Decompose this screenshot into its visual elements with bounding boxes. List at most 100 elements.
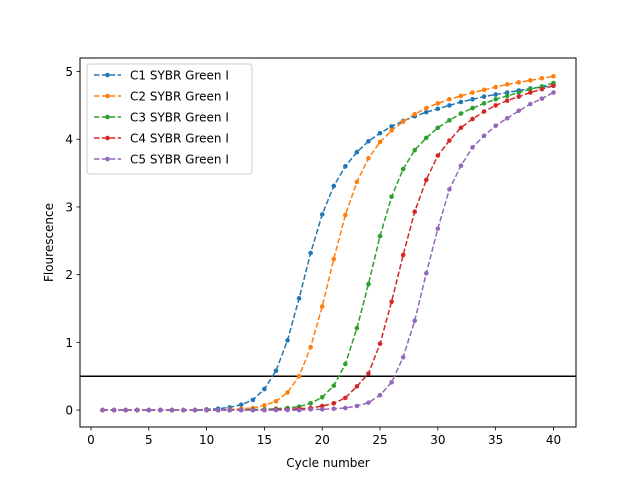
data-point <box>423 177 429 183</box>
data-point <box>331 406 337 412</box>
legend-item: C5 SYBR Green I <box>94 153 229 167</box>
data-point <box>528 101 533 107</box>
data-point <box>377 341 383 347</box>
data-point <box>528 86 533 92</box>
x-axis-title: Cycle number <box>286 456 370 470</box>
data-point <box>331 183 337 189</box>
data-point <box>146 407 152 413</box>
legend-item: C2 SYBR Green I <box>94 90 229 104</box>
data-point <box>319 394 325 400</box>
x-tick-label: 5 <box>145 433 153 447</box>
legend-label: C1 SYBR Green I <box>130 69 229 83</box>
legend-marker <box>105 156 110 162</box>
legend-marker <box>105 135 110 141</box>
legend-item: C4 SYBR Green I <box>94 132 229 146</box>
legend-marker <box>105 93 110 99</box>
data-point <box>516 80 522 85</box>
data-point <box>470 97 475 102</box>
data-point <box>412 147 418 153</box>
data-point <box>343 361 348 367</box>
data-point <box>319 403 325 409</box>
data-point <box>481 87 487 93</box>
data-point <box>389 124 394 129</box>
data-point <box>296 407 302 413</box>
data-point <box>458 111 464 116</box>
data-point <box>504 115 510 121</box>
data-point <box>319 212 325 217</box>
data-point <box>423 105 429 111</box>
data-point <box>343 212 348 218</box>
data-point <box>481 109 487 114</box>
plot-area <box>80 73 576 413</box>
data-point <box>285 407 290 413</box>
data-point <box>412 318 418 324</box>
data-point <box>158 407 163 413</box>
legend-label: C2 SYBR Green I <box>130 90 229 104</box>
data-point <box>481 101 487 106</box>
legend-box <box>86 63 253 175</box>
data-point <box>539 76 545 81</box>
data-point <box>435 101 441 106</box>
data-point <box>250 407 256 413</box>
data-point <box>435 125 441 131</box>
x-tick-label: 40 <box>546 433 561 447</box>
data-point <box>389 380 394 385</box>
data-point <box>458 125 464 131</box>
data-point <box>389 194 394 200</box>
data-point <box>504 93 510 99</box>
y-tick-label: 5 <box>65 65 73 79</box>
legend-item: C3 SYBR Green I <box>94 111 229 125</box>
y-tick-label: 3 <box>65 200 73 214</box>
data-point <box>470 145 475 150</box>
data-point <box>504 90 510 95</box>
x-tick-label: 10 <box>199 433 214 447</box>
data-point <box>343 395 348 401</box>
data-point <box>493 103 498 108</box>
legend-item: C1 SYBR Green I <box>94 69 229 83</box>
data-point <box>539 96 545 101</box>
data-point <box>447 187 452 192</box>
data-point <box>354 179 360 185</box>
data-point <box>366 400 371 405</box>
data-point <box>250 397 256 403</box>
data-point <box>331 256 337 262</box>
data-point <box>296 296 302 301</box>
data-point <box>412 111 418 117</box>
data-point <box>123 407 128 413</box>
data-point <box>343 405 348 411</box>
data-point <box>308 250 313 256</box>
data-point <box>354 403 360 409</box>
x-tick-label: 35 <box>488 433 503 447</box>
data-point <box>516 94 522 99</box>
data-point <box>354 325 360 331</box>
data-point <box>423 135 429 141</box>
data-point <box>227 407 233 413</box>
data-point <box>493 92 498 97</box>
data-point <box>447 117 452 123</box>
x-tick-label: 30 <box>430 433 445 447</box>
x-axis-ticks: 0 5 10 15 20 25 30 35 40 <box>87 427 561 447</box>
legend-label: C5 SYBR Green I <box>130 153 229 167</box>
data-point <box>285 338 290 343</box>
series-line <box>102 91 554 411</box>
series-5 <box>100 90 556 413</box>
data-point <box>458 93 464 99</box>
data-point <box>366 281 371 287</box>
data-point <box>296 373 302 379</box>
data-point <box>308 407 313 412</box>
data-point <box>470 105 475 111</box>
data-point <box>181 407 186 413</box>
legend-marker <box>105 114 110 120</box>
y-axis-title: Flourescence <box>42 203 56 282</box>
data-point <box>423 271 429 276</box>
data-point <box>481 133 487 139</box>
data-point <box>435 153 441 158</box>
data-point <box>516 108 522 114</box>
y-tick-label: 4 <box>65 133 73 147</box>
data-point <box>504 98 510 103</box>
data-point <box>377 233 383 239</box>
data-point <box>539 86 545 92</box>
data-point <box>366 155 371 161</box>
